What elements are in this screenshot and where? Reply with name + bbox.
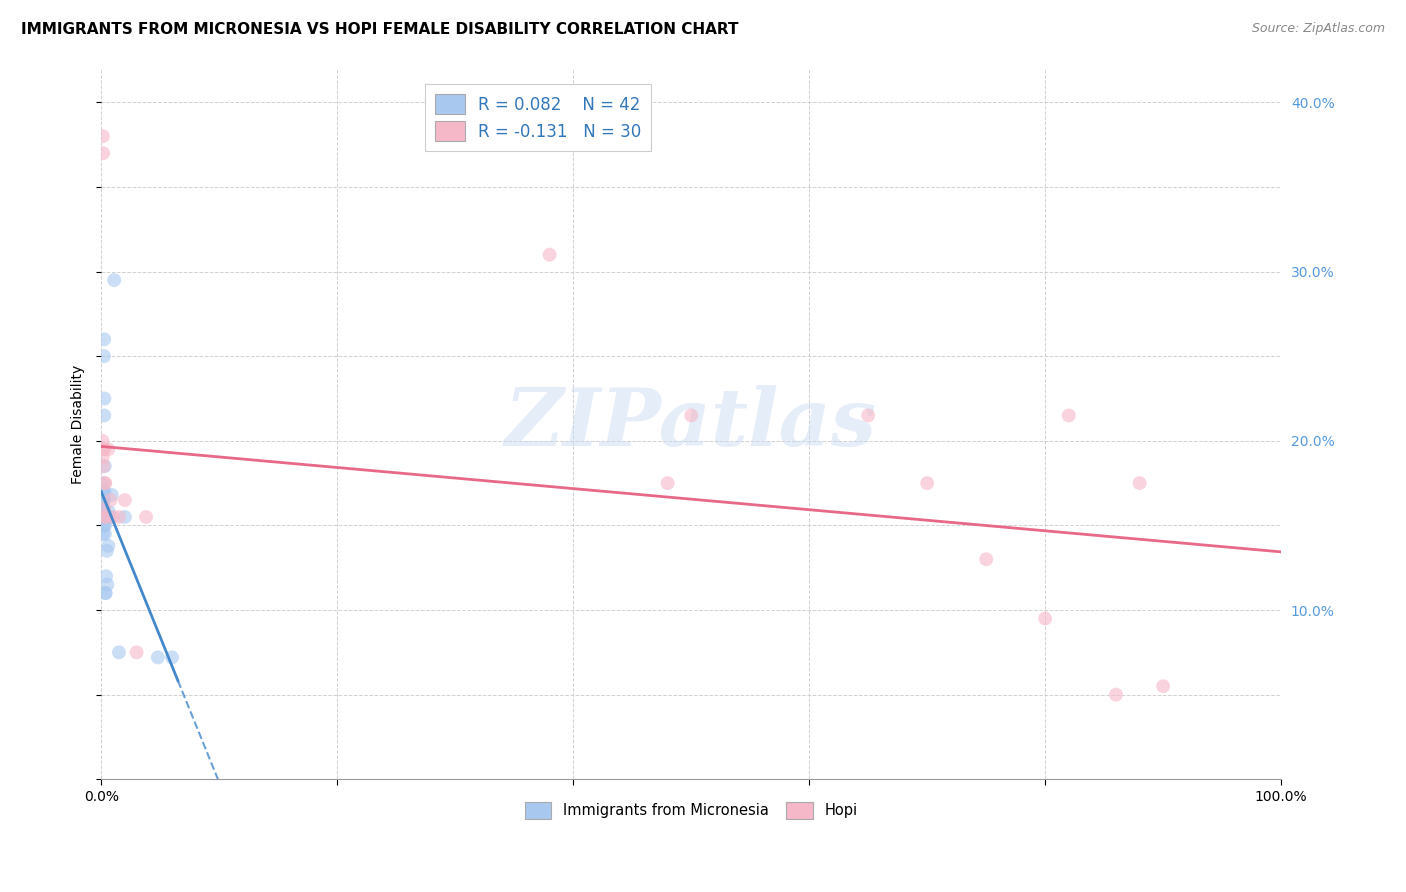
Y-axis label: Female Disability: Female Disability [72, 364, 86, 483]
Point [1033, 611, 1056, 625]
Point [91, 129, 114, 144]
Point [93, 518, 115, 533]
Point [94, 510, 117, 524]
Point [91, 450, 114, 465]
Point [91, 442, 114, 457]
Point [93, 442, 115, 457]
Point [94, 476, 117, 491]
Point [91, 484, 114, 499]
Point [856, 409, 879, 423]
Point [94, 586, 117, 600]
Point [135, 510, 157, 524]
Point [91, 527, 114, 541]
Point [108, 510, 131, 524]
Point [97, 505, 120, 519]
Point [94, 459, 117, 474]
Point [93, 392, 115, 406]
Point [103, 273, 125, 287]
Point [915, 476, 938, 491]
Point [93, 493, 115, 508]
Point [91, 501, 114, 516]
Point [538, 247, 561, 261]
Point [91, 493, 114, 508]
Point [93, 409, 115, 423]
Point [91, 476, 114, 491]
Point [114, 493, 136, 508]
Point [91, 434, 114, 448]
Point [91, 518, 114, 533]
Point [94, 586, 117, 600]
Point [160, 650, 183, 665]
Point [91, 146, 114, 161]
Point [1129, 476, 1152, 491]
Point [93, 484, 115, 499]
Point [1105, 688, 1128, 702]
Point [91, 493, 114, 508]
Point [681, 409, 703, 423]
Point [114, 510, 136, 524]
Point [94, 476, 117, 491]
Point [101, 488, 124, 502]
Point [93, 459, 115, 474]
Point [657, 476, 679, 491]
Point [91, 510, 114, 524]
Point [91, 510, 114, 524]
Point [1152, 679, 1174, 693]
Point [98, 510, 121, 524]
Point [91, 501, 114, 516]
Point [91, 484, 114, 499]
Point [93, 501, 115, 516]
Point [93, 501, 115, 516]
Point [1057, 409, 1080, 423]
Point [93, 493, 115, 508]
Point [91, 493, 114, 508]
Point [97, 539, 120, 553]
Point [101, 510, 124, 524]
Text: ZIPatlas: ZIPatlas [505, 385, 877, 463]
Point [96, 543, 118, 558]
Text: IMMIGRANTS FROM MICRONESIA VS HOPI FEMALE DISABILITY CORRELATION CHART: IMMIGRANTS FROM MICRONESIA VS HOPI FEMAL… [21, 22, 738, 37]
Legend: Immigrants from Micronesia, Hopi: Immigrants from Micronesia, Hopi [519, 796, 863, 825]
Point [94, 518, 117, 533]
Point [93, 510, 115, 524]
Point [125, 645, 148, 659]
Point [108, 645, 131, 659]
Point [146, 650, 169, 665]
Point [94, 527, 117, 541]
Point [96, 577, 118, 591]
Point [93, 501, 115, 516]
Point [93, 484, 115, 499]
Point [93, 349, 115, 363]
Point [93, 332, 115, 346]
Point [974, 552, 997, 566]
Point [93, 510, 115, 524]
Point [100, 493, 122, 508]
Point [97, 442, 120, 457]
Point [91, 510, 114, 524]
Text: Source: ZipAtlas.com: Source: ZipAtlas.com [1251, 22, 1385, 36]
Point [96, 569, 118, 583]
